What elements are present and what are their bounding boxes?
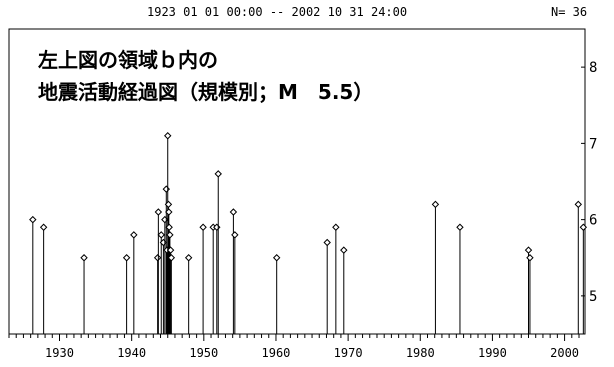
event-count-label: N= 36 [551,5,588,19]
x-tick-label: 1970 [334,346,363,360]
stem-marker [229,208,238,216]
stem-marker [130,231,138,239]
stem-marker [166,246,175,254]
x-tick-label: 1940 [117,346,146,360]
title-line-1: 左上図の領域ｂ内の [38,48,218,72]
stem-marker [161,215,169,224]
stem-marker [214,170,222,178]
x-tick-label: 2000 [550,346,579,360]
stem-marker [29,215,37,224]
stem-marker [323,238,331,247]
stem-marker [157,231,165,239]
x-tick-label: 1950 [189,346,218,360]
y-axis: 5 6 7 8 [581,60,597,305]
stem-marker [167,254,176,262]
stem-marker [199,223,207,231]
stem-marker [231,231,239,239]
stem-marker [524,246,533,254]
stem-marker [122,254,131,262]
stem-marker [164,132,172,140]
stem-marker [165,208,173,216]
stem-marker [213,223,221,231]
stem-marker [153,254,162,262]
stem-marker [526,254,534,262]
stem-marker [574,200,582,209]
plot-frame [8,28,586,335]
stem-marker [456,223,464,231]
x-axis: 1930 1940 1950 1960 1970 1980 1990 2000 [8,334,580,360]
y-tick-label: 6 [589,213,597,229]
stem-marker [39,223,48,231]
stem-marker [166,231,174,239]
stems-group [29,132,588,334]
title-line-2: 地震活動経過図（規模別；M 5.5） [38,80,374,104]
stem-marker [340,246,348,254]
stem-marker [162,185,171,193]
stem-marker [272,254,281,262]
stem-marker [165,223,173,231]
y-tick-label: 7 [589,136,597,152]
x-tick-label: 1930 [45,346,74,360]
x-tick-label: 1980 [406,346,435,360]
stem-marker [332,223,340,231]
stem-marker [431,200,440,209]
stem-marker [579,223,588,231]
y-tick-label: 5 [589,289,597,305]
x-tick-label: 1960 [262,346,291,360]
time-range-label: 1923 01 01 00:00 -- 2002 10 31 24:00 [147,5,408,19]
stem-marker [164,200,173,209]
stem-marker [184,254,193,262]
stem-marker [154,208,163,216]
x-tick-label: 1990 [478,346,507,360]
stem-marker [80,254,88,262]
y-tick-label: 8 [589,60,597,76]
